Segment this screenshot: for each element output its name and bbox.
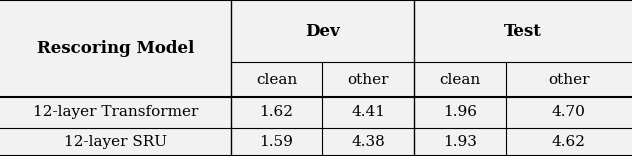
Text: 12-layer Transformer: 12-layer Transformer <box>33 105 198 119</box>
Text: 1.96: 1.96 <box>443 105 477 119</box>
Text: 4.62: 4.62 <box>552 135 586 149</box>
Text: 4.41: 4.41 <box>351 105 385 119</box>
Text: Rescoring Model: Rescoring Model <box>37 40 194 57</box>
Text: clean: clean <box>439 73 480 87</box>
Text: 12-layer SRU: 12-layer SRU <box>64 135 167 149</box>
Text: Dev: Dev <box>305 23 339 40</box>
Text: 1.59: 1.59 <box>260 135 293 149</box>
Text: 4.70: 4.70 <box>552 105 586 119</box>
Text: other: other <box>348 73 389 87</box>
Text: 4.38: 4.38 <box>351 135 385 149</box>
Text: other: other <box>548 73 590 87</box>
Text: clean: clean <box>256 73 297 87</box>
Text: Test: Test <box>504 23 542 40</box>
Text: 1.93: 1.93 <box>443 135 477 149</box>
Text: 1.62: 1.62 <box>260 105 293 119</box>
